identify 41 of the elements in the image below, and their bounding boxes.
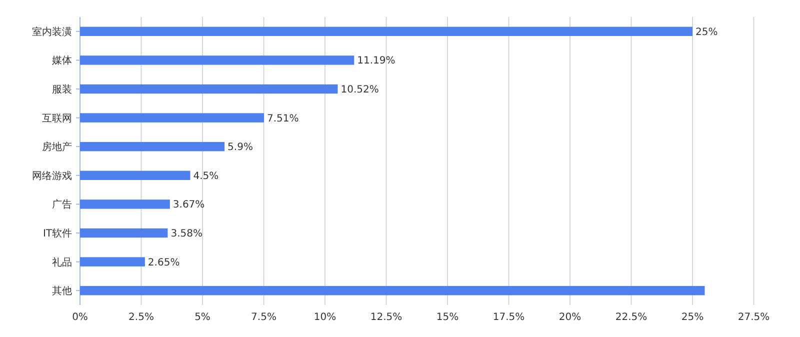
bar	[80, 286, 705, 296]
x-tick-label: 2.5%	[128, 312, 154, 323]
x-tick-label: 20%	[558, 312, 582, 323]
x-tick-label: 10%	[314, 312, 336, 323]
x-tick-label: 0%	[72, 312, 88, 323]
y-tick-label: 房地产	[42, 141, 72, 154]
y-tick-label: 室内装潢	[32, 26, 72, 38]
bar	[80, 113, 264, 122]
x-tick-label: 12.5%	[370, 312, 402, 323]
x-tick-label: 25%	[681, 312, 704, 323]
bar	[80, 170, 190, 180]
y-tick-label: 礼品	[52, 256, 72, 268]
x-tick-label: 7.5%	[251, 312, 276, 323]
y-tick-label: IT软件	[42, 228, 72, 240]
data-label: 4.5%	[193, 170, 219, 182]
x-tick-label: 17.5%	[492, 312, 525, 323]
y-tick-label: 网络游戏	[32, 170, 72, 182]
y-tick-label: 互联网	[42, 112, 72, 124]
data-label: 11.19%	[357, 56, 396, 67]
x-tick-label: 15%	[436, 312, 459, 323]
data-label: 2.65%	[148, 257, 180, 268]
data-label: 3.67%	[172, 200, 205, 211]
data-label: 7.51%	[266, 113, 299, 124]
x-tick-label: 5%	[194, 312, 210, 323]
data-label: 5.9%	[228, 142, 253, 154]
bar	[80, 257, 145, 266]
data-label: 25%	[696, 26, 718, 38]
data-label: 10.52%	[340, 84, 379, 96]
x-tick-label: 22.5%	[615, 312, 648, 323]
data-label: 3.58%	[170, 228, 202, 240]
y-tick-label: 其他	[52, 285, 72, 298]
bar	[80, 56, 354, 65]
bar	[80, 200, 170, 209]
y-tick-label: 媒体	[52, 54, 72, 67]
bar	[80, 26, 692, 36]
bar	[80, 142, 225, 152]
bar	[80, 84, 338, 94]
x-tick-label: 27.5%	[738, 312, 770, 323]
bar	[80, 228, 168, 238]
y-tick-label: 服装	[52, 84, 72, 96]
y-tick-label: 广告	[52, 198, 72, 211]
